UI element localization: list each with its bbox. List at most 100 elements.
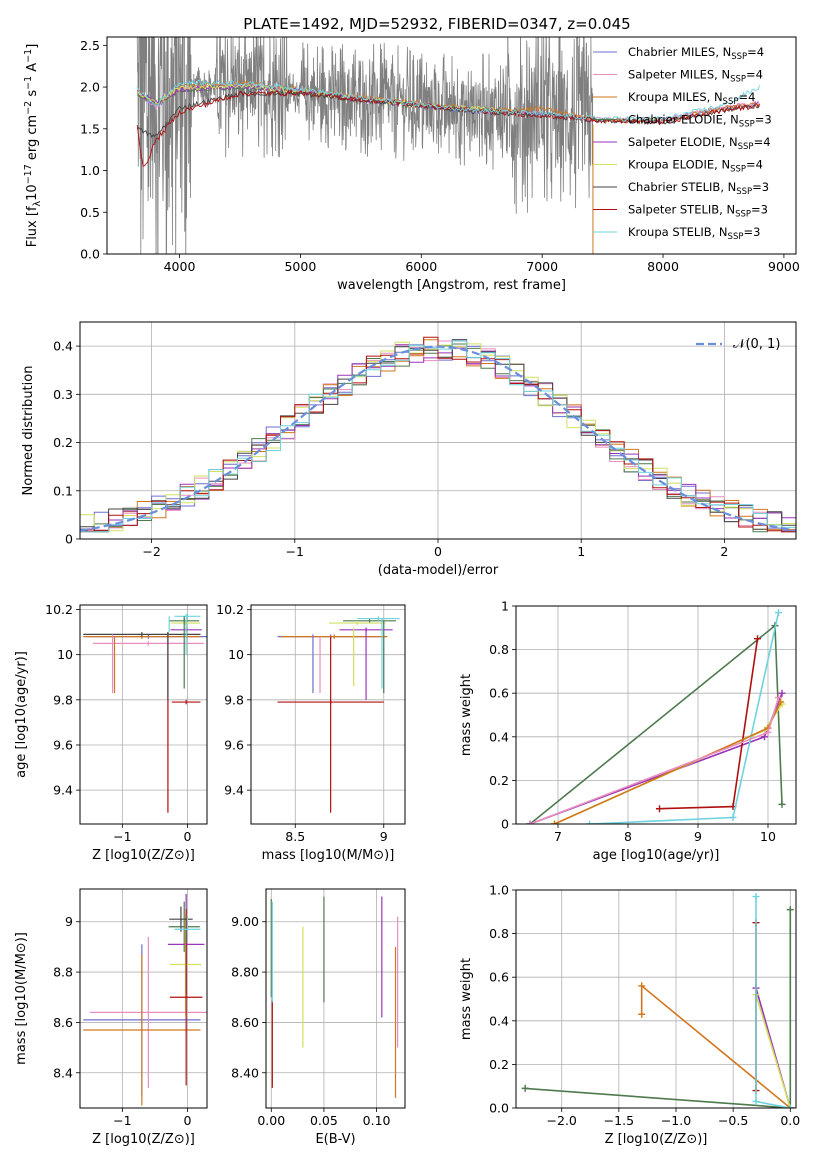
axes-frame: [515, 889, 797, 1109]
y-tick-label: 0.0: [489, 1101, 509, 1116]
x-tick-label: −0.5: [718, 1113, 748, 1128]
y-tick-label: 0.0: [80, 247, 100, 262]
panel-residuals: −2 −1 0 1 2 0 0.1 0.2 0.3 0.4 (data-model)/error No…: [21, 321, 797, 578]
legend-sub: SSP: [728, 232, 744, 242]
legend-entry: 𝒩(0, 1): [733, 337, 780, 352]
legend-name: Salpeter STELIB, N: [628, 203, 735, 217]
x-tick-label: −1.5: [604, 1113, 634, 1128]
model-chabrier_elodie: [137, 83, 518, 116]
y-tick-label: 10: [57, 647, 73, 662]
weight-marker: [729, 813, 737, 821]
x-tick-label: −2: [142, 544, 160, 559]
legend-entry: Kroupa MILES, NSSP=4: [628, 90, 755, 107]
legend-tail: =3: [755, 113, 772, 127]
mass_weight_vs_age-y-label: mass weight: [459, 674, 474, 756]
residual-y-label: Normed distribution: [21, 366, 36, 496]
x-tick-label: 2: [720, 544, 728, 559]
weight-marker: [777, 698, 785, 706]
y-tick-label: 0.2: [53, 435, 73, 450]
panel-age_vs_mass: 8.5 9 9.4 9.6 9.8 10 10.2 mass [log10(M/M⊙)]: [216, 602, 406, 863]
y-label-part: −1: [23, 49, 34, 63]
weight-marker: [775, 694, 782, 702]
y-tick-label: 9.6: [224, 737, 244, 752]
y-tick-label: 9.8: [53, 692, 73, 707]
legend-sub: SSP: [738, 142, 754, 152]
legend-entry: Chabrier MILES, NSSP=4: [628, 45, 764, 62]
y-tick-label: 0.6: [489, 970, 509, 985]
y-tick-label: 8.60: [231, 1015, 259, 1030]
weight-marker: [638, 982, 646, 990]
model-salpeter_stelib: [136, 89, 760, 167]
y-label-part: Flux [f: [25, 206, 40, 247]
plot-area: [136, 37, 760, 254]
x-tick-label: 0.00: [257, 1113, 285, 1128]
legend-name: Salpeter ELODIE, N: [628, 135, 738, 149]
spectrum-legend: Chabrier MILES, NSSP=4 Salpeter MILES, NS…: [593, 45, 772, 242]
mass-z-x-label: Z [log10(Z/Z⊙)]: [92, 1132, 195, 1147]
x-tick-label: 8.5: [285, 829, 305, 844]
x-tick-label: 7000: [526, 259, 558, 274]
panel-age_vs_Z: −1 0 9.4 9.6 9.8 10 10.2 Z [log10(Z/Z⊙)] age [lo…: [14, 602, 208, 863]
weight-marker: [656, 805, 663, 813]
x-tick-label: 1: [577, 544, 585, 559]
legend-tail: =3: [743, 225, 760, 239]
weight-marker: [752, 893, 760, 901]
weight-marker: [778, 689, 786, 697]
panel-mass_weight_vs_age: 7 8 9 10 0 0.2 0.4 0.6 0.8 1 age [log10(age/yr)] ma…: [459, 599, 797, 863]
legend-tail: =4: [746, 68, 763, 82]
weight-marker: [752, 1097, 760, 1105]
x-tick-label: 4000: [164, 259, 196, 274]
x-tick-label: 10: [760, 829, 776, 844]
x-tick-label: 6000: [405, 259, 437, 274]
legend-entry: Kroupa ELODIE, NSSP=4: [628, 158, 763, 175]
axes-frame: [265, 888, 406, 1109]
x-tick-label: 0: [183, 829, 191, 844]
legend-name: Chabrier STELIB, N: [628, 180, 736, 194]
weight-marker: [778, 800, 786, 808]
weight-marker: [521, 1084, 529, 1092]
weight-marker: [786, 906, 794, 914]
grid-lines: [251, 605, 405, 824]
y-label-part: erg cm: [25, 115, 40, 164]
y-tick-label: 10.2: [45, 602, 73, 617]
age-z-x-label: Z [log10(Z/Z⊙)]: [92, 848, 195, 863]
y-tick-label: 0.8: [489, 642, 509, 657]
y-label-part: ]: [25, 44, 40, 49]
weight-line-kroupa_elodie: [755, 994, 792, 1108]
y-tick-label: 8.4: [53, 1065, 73, 1080]
legend-entry: Salpeter MILES, NSSP=4: [628, 68, 763, 85]
legend-tail: =4: [747, 45, 764, 59]
y-tick-label: 0.4: [489, 1013, 509, 1028]
axes-frame: [106, 36, 797, 255]
weight-marker: [786, 1104, 794, 1108]
x-tick-label: 7: [554, 829, 562, 844]
x-tick-label: 9: [380, 829, 388, 844]
legend-sub: SSP: [731, 52, 747, 62]
panel-mass_weight_vs_Z: −2.0 −1.5 −1.0 −0.5 0.0 0.0 0.2 0.4 0.6 0.8 1.0 Z […: [459, 883, 800, 1148]
y-tick-label: 9.6: [53, 737, 73, 752]
plot-area: [526, 609, 786, 824]
mass-z-y-label: mass [log10(M/M⊙)]: [14, 932, 29, 1065]
weight-marker: [551, 820, 558, 824]
mass-ebv-x-label: E(B-V): [315, 1132, 355, 1147]
legend-tail: =4: [738, 90, 755, 104]
y-label-part: −1: [23, 76, 34, 90]
panel-mass_vs_Z: −1 0 8.4 8.6 8.8 9 Z [log10(Z/Z⊙)] mass [log10(…: [14, 888, 208, 1147]
y-label-part: A: [25, 63, 40, 76]
x-tick-label: −1: [286, 544, 304, 559]
y-tick-label: 2.5: [80, 38, 100, 53]
y-tick-label: 0.4: [53, 339, 73, 354]
weight-marker: [586, 820, 593, 824]
weight-marker: [775, 609, 782, 617]
x-tick-label: 9: [694, 829, 702, 844]
weight-line-chabrier_elodie: [525, 909, 792, 1108]
y-tick-label: 9.8: [224, 692, 244, 707]
legend-name: Kroupa MILES, N: [628, 90, 723, 104]
legend-entry: Salpeter ELODIE, NSSP=4: [628, 135, 771, 152]
y-tick-label: 0.6: [489, 686, 509, 701]
y-label-part: λ: [32, 200, 43, 206]
y-label-part: s: [25, 90, 40, 101]
y-tick-label: 0.5: [80, 205, 100, 220]
